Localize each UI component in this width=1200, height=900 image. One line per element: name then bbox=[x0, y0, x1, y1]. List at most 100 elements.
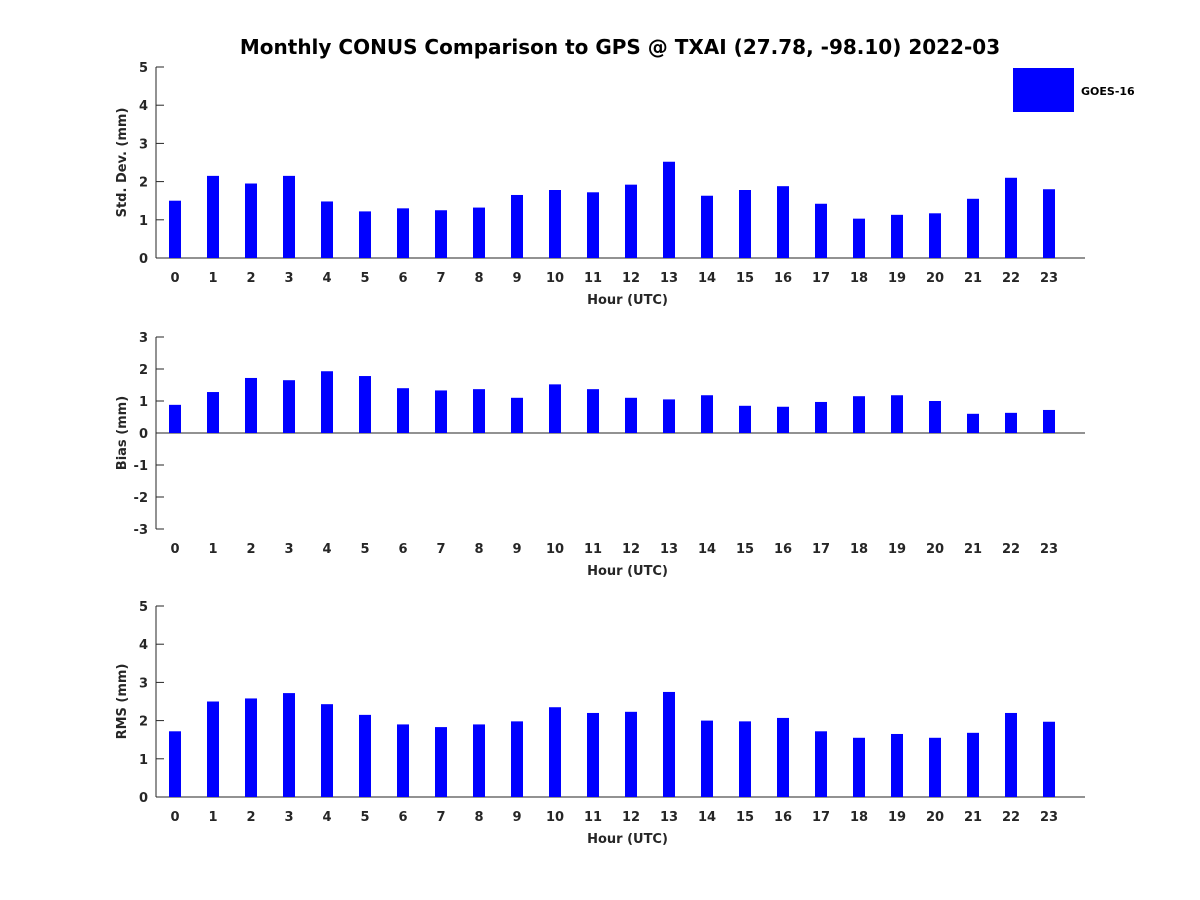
x-tick-label: 12 bbox=[622, 542, 640, 557]
y-tick-label: 5 bbox=[139, 600, 148, 615]
bar-rms-hour-4 bbox=[321, 704, 333, 797]
bar-std-dev-hour-4 bbox=[321, 201, 333, 258]
bar-std-dev-hour-23 bbox=[1043, 189, 1055, 258]
y-tick-label: 3 bbox=[139, 676, 148, 691]
bar-std-dev-hour-13 bbox=[663, 161, 675, 258]
x-tick-label: 17 bbox=[812, 810, 830, 825]
x-tick-label: 18 bbox=[850, 271, 868, 286]
bar-rms-hour-21 bbox=[967, 732, 979, 797]
x-tick-label: 14 bbox=[698, 542, 716, 557]
x-tick-label: 14 bbox=[698, 810, 716, 825]
x-axis-label: Hour (UTC) bbox=[587, 564, 668, 579]
bar-std-dev-hour-16 bbox=[777, 186, 789, 258]
x-tick-label: 4 bbox=[322, 810, 331, 825]
y-tick-label: -3 bbox=[134, 523, 148, 538]
bar-rms-hour-14 bbox=[701, 720, 713, 797]
bar-std-dev-hour-5 bbox=[359, 211, 371, 258]
x-tick-label: 18 bbox=[850, 542, 868, 557]
x-tick-label: 8 bbox=[474, 810, 483, 825]
bar-rms-hour-22 bbox=[1005, 712, 1017, 797]
legend: GOES-16 bbox=[1013, 68, 1135, 112]
bar-bias-hour-7 bbox=[435, 390, 447, 433]
x-tick-label: 20 bbox=[926, 810, 944, 825]
chart-title: Monthly CONUS Comparison to GPS @ TXAI (… bbox=[240, 35, 1000, 59]
x-tick-label: 9 bbox=[512, 271, 521, 286]
x-tick-label: 8 bbox=[474, 542, 483, 557]
bar-bias-hour-18 bbox=[853, 396, 865, 433]
x-tick-label: 2 bbox=[246, 542, 255, 557]
bar-bias-hour-22 bbox=[1005, 412, 1017, 433]
bar-rms-hour-19 bbox=[891, 733, 903, 797]
bar-std-dev-hour-11 bbox=[587, 192, 599, 258]
y-tick-label: 2 bbox=[139, 363, 148, 378]
x-tick-label: 13 bbox=[660, 810, 678, 825]
bar-rms-hour-12 bbox=[625, 711, 637, 797]
bar-bias-hour-2 bbox=[245, 377, 257, 433]
bar-bias-hour-3 bbox=[283, 380, 295, 433]
bar-std-dev-hour-14 bbox=[701, 195, 713, 258]
y-tick-label: 3 bbox=[139, 331, 148, 346]
bar-bias-hour-0 bbox=[169, 404, 181, 433]
bar-bias-hour-15 bbox=[739, 405, 751, 433]
bar-rms-hour-10 bbox=[549, 707, 561, 797]
bar-bias-hour-5 bbox=[359, 376, 371, 433]
x-tick-label: 21 bbox=[964, 542, 982, 557]
legend-swatch-goes-16 bbox=[1013, 68, 1074, 112]
y-tick-label: 0 bbox=[139, 791, 148, 806]
x-tick-label: 22 bbox=[1002, 810, 1020, 825]
x-tick-label: 5 bbox=[360, 542, 369, 557]
x-tick-label: 1 bbox=[208, 542, 217, 557]
bar-bias-hour-21 bbox=[967, 413, 979, 433]
x-tick-label: 19 bbox=[888, 542, 906, 557]
x-tick-label: 15 bbox=[736, 810, 754, 825]
y-tick-label: 2 bbox=[139, 176, 148, 191]
x-tick-label: 7 bbox=[436, 810, 445, 825]
x-tick-label: 11 bbox=[584, 542, 602, 557]
bar-std-dev-hour-20 bbox=[929, 213, 941, 258]
x-axis-label: Hour (UTC) bbox=[587, 293, 668, 308]
bar-std-dev-hour-8 bbox=[473, 207, 485, 258]
x-tick-label: 23 bbox=[1040, 542, 1058, 557]
x-tick-label: 5 bbox=[360, 810, 369, 825]
x-tick-label: 4 bbox=[322, 542, 331, 557]
x-tick-label: 1 bbox=[208, 271, 217, 286]
y-tick-label: 1 bbox=[139, 214, 148, 229]
bar-std-dev-hour-21 bbox=[967, 198, 979, 258]
y-tick-label: 2 bbox=[139, 715, 148, 730]
x-tick-label: 11 bbox=[584, 810, 602, 825]
bar-std-dev-hour-12 bbox=[625, 184, 637, 258]
bar-std-dev-hour-15 bbox=[739, 190, 751, 258]
y-tick-label: 4 bbox=[139, 99, 148, 114]
bar-bias-hour-4 bbox=[321, 371, 333, 433]
y-tick-label: 4 bbox=[139, 638, 148, 653]
x-tick-label: 20 bbox=[926, 542, 944, 557]
x-tick-label: 8 bbox=[474, 271, 483, 286]
x-tick-label: 9 bbox=[512, 542, 521, 557]
bar-bias-hour-6 bbox=[397, 388, 409, 433]
x-tick-label: 1 bbox=[208, 810, 217, 825]
x-tick-label: 19 bbox=[888, 810, 906, 825]
x-tick-label: 11 bbox=[584, 271, 602, 286]
bar-std-dev-hour-19 bbox=[891, 214, 903, 258]
x-tick-label: 10 bbox=[546, 271, 564, 286]
x-axis-label: Hour (UTC) bbox=[587, 832, 668, 847]
bar-bias-hour-1 bbox=[207, 392, 219, 433]
x-tick-label: 10 bbox=[546, 542, 564, 557]
x-tick-label: 15 bbox=[736, 542, 754, 557]
x-tick-label: 6 bbox=[398, 810, 407, 825]
bar-rms-hour-18 bbox=[853, 737, 865, 797]
bar-std-dev-hour-22 bbox=[1005, 177, 1017, 258]
bar-std-dev-hour-17 bbox=[815, 203, 827, 258]
bar-rms-hour-20 bbox=[929, 737, 941, 797]
y-tick-label: 1 bbox=[139, 395, 148, 410]
y-tick-label: 1 bbox=[139, 753, 148, 768]
bar-rms-hour-1 bbox=[207, 701, 219, 797]
bar-bias-hour-9 bbox=[511, 397, 523, 433]
bar-std-dev-hour-6 bbox=[397, 208, 409, 258]
bar-std-dev-hour-0 bbox=[169, 200, 181, 258]
y-tick-label: 5 bbox=[139, 61, 148, 76]
bar-std-dev-hour-1 bbox=[207, 175, 219, 258]
bar-std-dev-hour-2 bbox=[245, 183, 257, 258]
